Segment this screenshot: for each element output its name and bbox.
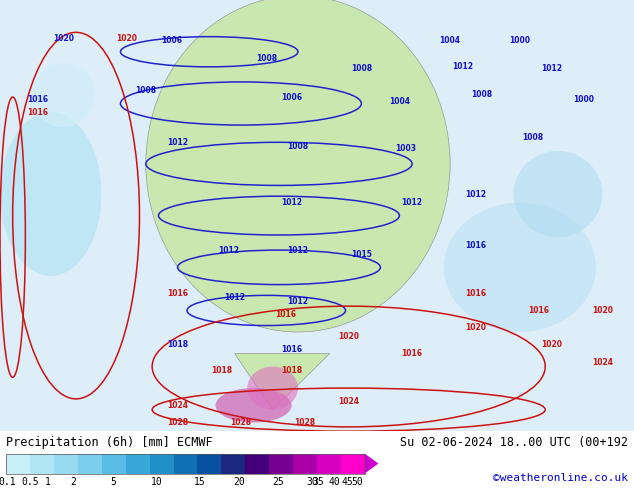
Text: 1028: 1028 bbox=[230, 418, 252, 427]
Bar bbox=[102, 454, 126, 473]
Text: 1012: 1012 bbox=[224, 293, 245, 302]
Text: 1012: 1012 bbox=[401, 198, 423, 207]
Text: 1008: 1008 bbox=[135, 86, 157, 95]
Text: ©weatheronline.co.uk: ©weatheronline.co.uk bbox=[493, 473, 628, 483]
Text: 1020: 1020 bbox=[541, 341, 562, 349]
Polygon shape bbox=[235, 354, 330, 410]
Polygon shape bbox=[365, 454, 378, 473]
Text: 1008: 1008 bbox=[256, 54, 277, 63]
Text: 1000: 1000 bbox=[509, 36, 531, 46]
Bar bbox=[54, 454, 78, 473]
Text: 1016: 1016 bbox=[27, 95, 49, 104]
Text: 1018: 1018 bbox=[211, 367, 233, 375]
Ellipse shape bbox=[0, 112, 101, 276]
Text: 1016: 1016 bbox=[167, 289, 188, 298]
Text: 1008: 1008 bbox=[522, 133, 543, 143]
Text: 1020: 1020 bbox=[338, 332, 359, 341]
Ellipse shape bbox=[216, 388, 292, 422]
Text: 1012: 1012 bbox=[452, 62, 474, 72]
Text: 20: 20 bbox=[234, 477, 245, 487]
Ellipse shape bbox=[247, 367, 298, 410]
Text: 1018: 1018 bbox=[167, 341, 188, 349]
Bar bbox=[269, 454, 293, 473]
Text: Precipitation (6h) [mm] ECMWF: Precipitation (6h) [mm] ECMWF bbox=[6, 436, 213, 449]
Text: 10: 10 bbox=[152, 477, 163, 487]
Text: 1016: 1016 bbox=[27, 108, 49, 117]
Bar bbox=[30, 454, 54, 473]
Text: 1008: 1008 bbox=[287, 142, 309, 151]
Text: 1024: 1024 bbox=[592, 358, 613, 367]
Text: 1006: 1006 bbox=[281, 93, 302, 101]
Text: 1008: 1008 bbox=[351, 65, 372, 74]
Text: 1028: 1028 bbox=[167, 418, 188, 427]
Bar bbox=[174, 454, 197, 473]
Text: 1020: 1020 bbox=[116, 34, 138, 43]
Text: 15: 15 bbox=[194, 477, 205, 487]
Bar bbox=[78, 454, 102, 473]
Bar bbox=[6, 454, 30, 473]
Text: 1018: 1018 bbox=[281, 367, 302, 375]
Text: 0.5: 0.5 bbox=[22, 477, 39, 487]
Text: 1004: 1004 bbox=[439, 36, 461, 46]
Text: 1012: 1012 bbox=[465, 190, 486, 198]
Bar bbox=[245, 454, 269, 473]
Text: 1004: 1004 bbox=[389, 97, 410, 106]
Text: 1020: 1020 bbox=[465, 323, 486, 332]
Text: 1024: 1024 bbox=[338, 396, 359, 406]
Bar bbox=[293, 454, 317, 473]
Ellipse shape bbox=[514, 151, 602, 237]
Text: 0.1: 0.1 bbox=[0, 477, 16, 487]
Text: 1: 1 bbox=[45, 477, 51, 487]
Text: 2: 2 bbox=[70, 477, 76, 487]
Text: 40: 40 bbox=[329, 477, 340, 487]
Text: 1028: 1028 bbox=[294, 418, 315, 427]
Text: 1015: 1015 bbox=[351, 250, 372, 259]
Text: 1006: 1006 bbox=[160, 36, 182, 46]
Text: 1032: 1032 bbox=[230, 435, 252, 444]
Text: 1008: 1008 bbox=[471, 90, 493, 99]
Text: 1000: 1000 bbox=[573, 95, 594, 104]
Text: 1016: 1016 bbox=[465, 241, 486, 250]
Bar bbox=[340, 454, 365, 473]
Text: 50: 50 bbox=[351, 477, 363, 487]
Bar bbox=[317, 454, 340, 473]
Text: 1012: 1012 bbox=[287, 297, 309, 306]
Text: 35: 35 bbox=[313, 477, 324, 487]
Bar bbox=[126, 454, 150, 473]
Text: 1016: 1016 bbox=[528, 306, 550, 315]
Ellipse shape bbox=[32, 63, 95, 127]
Text: 1003: 1003 bbox=[395, 144, 417, 153]
Text: 1012: 1012 bbox=[541, 65, 562, 74]
Text: 1024: 1024 bbox=[167, 401, 188, 410]
Text: 30: 30 bbox=[306, 477, 318, 487]
Text: 1016: 1016 bbox=[281, 345, 302, 354]
Text: Su 02-06-2024 18..00 UTC (00+192: Su 02-06-2024 18..00 UTC (00+192 bbox=[399, 436, 628, 449]
Bar bbox=[150, 454, 174, 473]
Bar bbox=[197, 454, 221, 473]
Ellipse shape bbox=[146, 0, 450, 332]
Bar bbox=[221, 454, 245, 473]
Text: 1016: 1016 bbox=[275, 310, 296, 319]
Text: 1016: 1016 bbox=[401, 349, 423, 358]
Text: 1012: 1012 bbox=[217, 245, 239, 255]
Text: 1016: 1016 bbox=[465, 289, 486, 298]
Text: 1012: 1012 bbox=[281, 198, 302, 207]
Text: 25: 25 bbox=[272, 477, 283, 487]
Text: 1020: 1020 bbox=[592, 306, 613, 315]
Text: 1020: 1020 bbox=[53, 34, 74, 43]
Text: 1012: 1012 bbox=[167, 138, 188, 147]
Text: 5: 5 bbox=[110, 477, 116, 487]
Text: 45: 45 bbox=[342, 477, 353, 487]
Text: 1012: 1012 bbox=[287, 245, 309, 255]
Bar bbox=[6, 454, 365, 473]
Ellipse shape bbox=[444, 203, 596, 332]
